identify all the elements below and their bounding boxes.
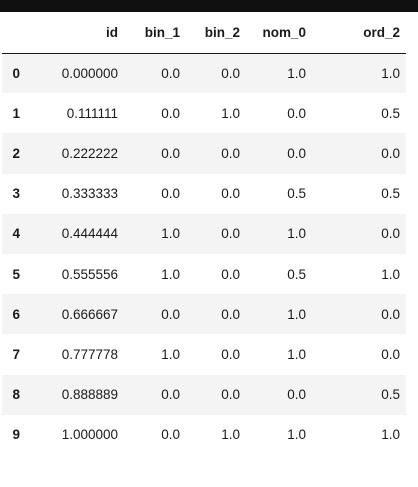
row-index: 7: [12, 346, 20, 362]
cell-bin-2: 0.0: [221, 186, 240, 202]
table-row: 3 0.333333 0.0 0.0 0.5 0.5: [2, 173, 406, 214]
cell-bin-2: 0.0: [221, 266, 240, 282]
row-index: 9: [12, 427, 20, 443]
cell-ord-2: 0.0: [381, 145, 400, 161]
row-index: 0: [12, 65, 20, 81]
cell-ord-2: 0.5: [381, 105, 400, 121]
column-header-bin-2: bin_2: [186, 12, 246, 54]
cell-nom-0: 0.0: [287, 105, 306, 121]
cell-ord-2: 1.0: [381, 65, 400, 81]
header-row: id bin_1 bin_2 nom_0 ord_2: [2, 12, 406, 54]
row-index: 4: [12, 226, 20, 242]
cell-ord-2: 0.0: [381, 226, 400, 242]
table-row: 2 0.222222 0.0 0.0 0.0 0.0: [2, 133, 406, 174]
cell-id: 0.666667: [61, 306, 118, 322]
cell-nom-0: 1.0: [287, 65, 306, 81]
row-index: 2: [12, 145, 20, 161]
cell-bin-1: 1.0: [161, 266, 180, 282]
cell-bin-2: 1.0: [221, 105, 240, 121]
column-header-nom-0: nom_0: [246, 12, 312, 54]
column-header-ord-2: ord_2: [312, 12, 406, 54]
table-row: 0 0.000000 0.0 0.0 1.0 1.0: [2, 53, 406, 94]
cell-ord-2: 1.0: [381, 427, 400, 443]
row-index: 8: [12, 387, 20, 403]
cell-bin-1: 0.0: [161, 427, 180, 443]
cell-bin-2: 1.0: [221, 427, 240, 443]
cell-nom-0: 1.0: [287, 427, 306, 443]
table-row: 7 0.777778 1.0 0.0 1.0 0.0: [2, 334, 406, 375]
cell-id: 0.111111: [66, 105, 118, 121]
table-row: 5 0.555556 1.0 0.0 0.5 1.0: [2, 253, 406, 295]
row-index: 1: [12, 105, 20, 121]
cell-id: 0.888889: [61, 387, 118, 403]
cell-bin-2: 0.0: [221, 145, 240, 161]
cell-nom-0: 1.0: [287, 346, 306, 362]
row-index: 6: [12, 306, 20, 322]
cell-nom-0: 0.5: [287, 186, 306, 202]
window-top-bar: [0, 0, 418, 12]
cell-bin-1: 0.0: [161, 145, 180, 161]
cell-ord-2: 0.5: [381, 387, 400, 403]
cell-bin-1: 0.0: [161, 306, 180, 322]
cell-bin-2: 0.0: [221, 306, 240, 322]
cell-ord-2: 0.0: [381, 346, 400, 362]
cell-id: 1.000000: [61, 427, 118, 443]
cell-nom-0: 0.0: [287, 145, 306, 161]
table-row: 1 0.111111 0.0 1.0 0.0 0.5: [2, 93, 406, 134]
cell-id: 0.555556: [61, 266, 118, 282]
cell-ord-2: 0.5: [381, 186, 400, 202]
cell-id: 0.222222: [61, 145, 118, 161]
column-header-id: id: [26, 12, 124, 54]
cell-id: 0.333333: [61, 186, 118, 202]
cell-ord-2: 0.0: [381, 306, 400, 322]
cell-id: 0.777778: [61, 346, 118, 362]
table-row: 6 0.666667 0.0 0.0 1.0 0.0: [2, 294, 406, 335]
cell-bin-1: 0.0: [161, 387, 180, 403]
cell-nom-0: 0.0: [287, 387, 306, 403]
table-row: 9 1.000000 0.0 1.0 1.0 1.0: [2, 414, 406, 455]
cell-nom-0: 1.0: [287, 226, 306, 242]
dataframe-output: id bin_1 bin_2 nom_0 ord_2 0 0.000000 0.…: [2, 12, 406, 455]
row-index: 3: [12, 186, 20, 202]
dataframe-table: id bin_1 bin_2 nom_0 ord_2 0 0.000000 0.…: [2, 12, 406, 455]
cell-nom-0: 1.0: [287, 306, 306, 322]
table-row: 4 0.444444 1.0 0.0 1.0 0.0: [2, 213, 406, 254]
row-index: 5: [12, 266, 20, 282]
cell-id: 0.444444: [61, 226, 118, 242]
cell-bin-2: 0.0: [221, 387, 240, 403]
table-row: 8 0.888889 0.0 0.0 0.0 0.5: [2, 374, 406, 415]
cell-bin-2: 0.0: [221, 346, 240, 362]
cell-bin-2: 0.0: [221, 65, 240, 81]
column-header-bin-1: bin_1: [124, 12, 186, 54]
cell-bin-1: 1.0: [161, 226, 180, 242]
cell-ord-2: 1.0: [381, 266, 400, 282]
cell-bin-1: 0.0: [161, 105, 180, 121]
cell-bin-2: 0.0: [221, 226, 240, 242]
index-header: [2, 12, 26, 54]
cell-bin-1: 0.0: [161, 186, 180, 202]
cell-bin-1: 0.0: [161, 65, 180, 81]
cell-bin-1: 1.0: [161, 346, 180, 362]
cell-nom-0: 0.5: [287, 266, 306, 282]
cell-id: 0.000000: [61, 65, 118, 81]
